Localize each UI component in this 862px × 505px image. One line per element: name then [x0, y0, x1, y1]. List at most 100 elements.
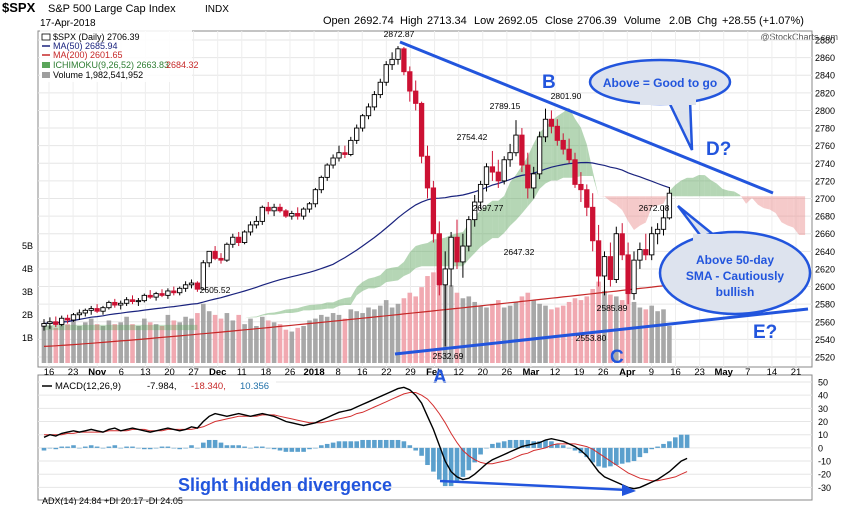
macd-hist-bar [77, 447, 82, 449]
support-trendline [394, 307, 809, 356]
candle-body [365, 106, 372, 117]
price-tick-label: 2720 [815, 176, 835, 186]
volume-bar [118, 322, 123, 363]
volume-bar [319, 314, 324, 363]
quote-volume-label: Volume [624, 15, 661, 27]
volume-bar [65, 324, 70, 363]
price-annotation: 2532.69 [433, 351, 464, 361]
x-tick-label: 23 [68, 367, 79, 378]
macd-hist-bar [389, 439, 395, 448]
x-tick-label: Apr [619, 367, 636, 378]
volume-bar [643, 309, 649, 363]
cloud-segment [386, 267, 393, 283]
cloud-segment [55, 324, 62, 331]
price-tick-label: 2660 [815, 229, 835, 239]
macd-hist-bar [525, 439, 531, 448]
macd-hist-bar [407, 445, 413, 448]
candle-body [430, 187, 437, 235]
macd-hist-bar [442, 447, 448, 487]
macd-hist-bar [130, 446, 135, 448]
candle-body [560, 139, 566, 150]
macd-hist-bar [372, 439, 377, 448]
volume-bar [602, 290, 607, 363]
macd-hist-bar [619, 447, 625, 464]
adx-legend: ADX(14) 24.84 +DI 20.17 -DI 24.05 [42, 496, 183, 505]
callout-mid-line3: bullish [716, 285, 755, 299]
cloud-segment [563, 107, 570, 178]
candle-body [578, 183, 584, 191]
macd-hist-bar [684, 434, 690, 448]
price-tick-label: 2760 [815, 141, 835, 151]
macd-hist-bar [395, 439, 401, 448]
candle-body [542, 118, 549, 138]
candle-body [312, 189, 319, 205]
candle-body [59, 317, 65, 325]
volume-tick-label: 3B [22, 287, 33, 297]
x-tick-label: 29 [405, 367, 416, 378]
macd-hist-bar [649, 447, 654, 450]
cloud-segment [374, 275, 381, 289]
price-tick-label: 2520 [815, 353, 835, 363]
volume-bar [466, 296, 472, 363]
candle-body [123, 299, 130, 304]
price-tick-label: 2860 [815, 53, 835, 63]
macd-hist-bar [507, 439, 513, 448]
cloud-segment [291, 308, 298, 313]
cloud-segment [156, 324, 162, 331]
candle-body [401, 48, 407, 73]
cloud-segment [704, 175, 711, 197]
macd-hist-bar [277, 447, 283, 451]
cloud-segment [628, 196, 634, 230]
macd-hist-bar [342, 441, 348, 448]
volume-bar [83, 322, 88, 363]
chart-date: 17-Apr-2018 [40, 18, 96, 29]
macd-hist-bar [631, 447, 637, 462]
macd-hist-bar [254, 446, 259, 448]
cloud-segment [309, 304, 316, 311]
macd-hist-bar [336, 441, 342, 448]
candle-body [377, 81, 383, 96]
macd-hist-bar [513, 439, 519, 448]
price-annotation: 2754.42 [457, 132, 488, 142]
macd-hist-bar [466, 447, 472, 471]
candle-body [224, 243, 230, 261]
chart-header: $SPX S&P 500 Large Cap Index INDX 17-Apr… [2, 0, 838, 42]
price-tick-label: 2620 [815, 264, 835, 274]
cloud-segment [409, 246, 416, 274]
cloud-segment [380, 268, 387, 287]
macd-hist-bar [519, 439, 525, 448]
volume-bar [313, 318, 318, 363]
quote-close-label: Close [545, 15, 573, 27]
macd-hist-bar [537, 441, 542, 448]
volume-bar [360, 313, 365, 363]
cloud-segment [504, 182, 511, 233]
x-tick-label: 18 [261, 367, 272, 378]
cloud-segment [610, 196, 617, 205]
cloud-segment [799, 196, 806, 236]
volume-bar [218, 318, 224, 363]
x-tick-label: 27 [188, 367, 199, 378]
candle-body [165, 290, 171, 296]
volume-bar [177, 322, 182, 363]
candlesticks [41, 46, 673, 347]
ma200-line [43, 284, 670, 347]
cloud-segment [775, 196, 782, 223]
cloud-segment [639, 196, 646, 226]
macd-tick-label: 0 [818, 443, 823, 453]
candle-body [554, 125, 560, 141]
volume-bar [295, 327, 300, 363]
macd-hist-bar [413, 447, 418, 451]
price-legend-icon [41, 33, 51, 41]
cloud-segment [398, 261, 404, 281]
macd-hist-bar [478, 447, 483, 455]
volume-bar [236, 314, 241, 363]
cloud-segment [580, 127, 587, 177]
macd-hist-bar [112, 445, 118, 448]
wave-label-e: E? [753, 322, 777, 343]
candle-body [188, 282, 195, 286]
cloud-segment [327, 302, 334, 309]
quote-low: 2692.05 [498, 15, 538, 27]
volume-bar [136, 326, 141, 363]
volume-bar [578, 300, 584, 363]
macd-hist-bar [236, 445, 241, 448]
